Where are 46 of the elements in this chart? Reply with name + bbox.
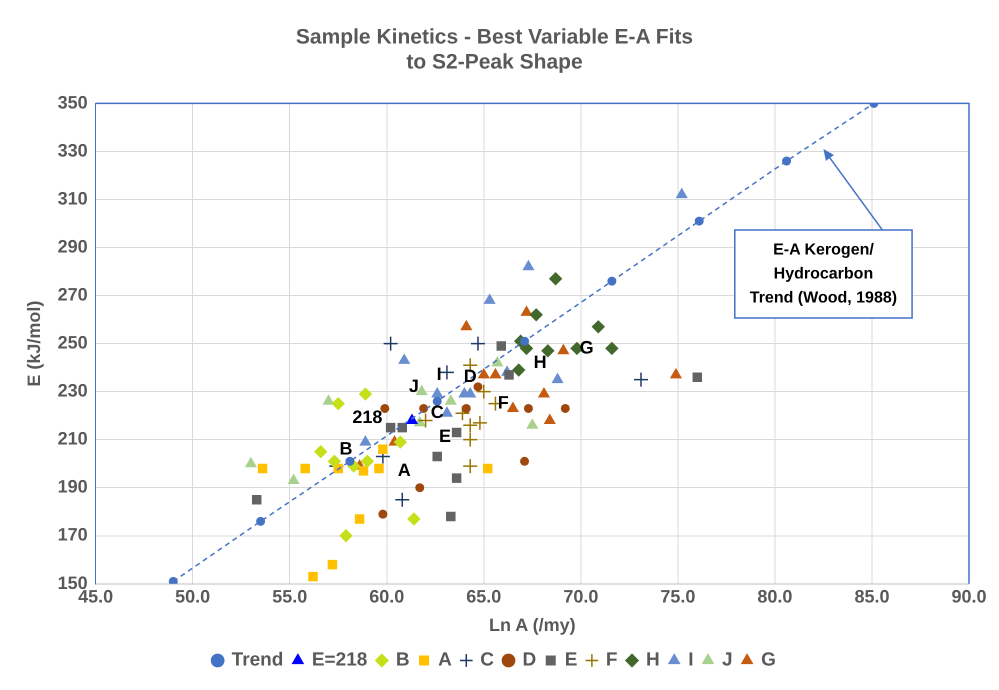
chart-title: Sample Kinetics - Best Variable E-A Fits to S2-Peak Shape bbox=[296, 25, 694, 74]
y-tick-label: 330 bbox=[58, 140, 88, 160]
y-tick-label: 210 bbox=[58, 428, 88, 449]
y-tick-label: 170 bbox=[58, 524, 88, 545]
x-tick-label: 65.0 bbox=[466, 586, 502, 607]
x-tick-label: 75.0 bbox=[660, 586, 696, 607]
y-tick-label: 190 bbox=[58, 476, 88, 497]
annotation: J bbox=[408, 376, 419, 396]
annotation: B bbox=[340, 438, 352, 458]
legend-label: J bbox=[722, 650, 733, 671]
legend-label: B bbox=[396, 650, 410, 671]
legend-label: Trend bbox=[232, 650, 284, 671]
annotation: F bbox=[498, 392, 509, 413]
x-tick-label: 85.0 bbox=[854, 586, 890, 607]
legend-label: C bbox=[480, 650, 494, 671]
y-tick-label: 290 bbox=[58, 236, 88, 256]
annotation: E-A Kerogen/ Hydrocarbon Trend (Wood, 1988) bbox=[750, 241, 898, 306]
y-tick-label: 230 bbox=[58, 380, 88, 401]
annotation: E bbox=[438, 426, 451, 446]
legend-label: F bbox=[606, 650, 618, 671]
annotation: A bbox=[398, 460, 411, 480]
x-tick-label: 50.0 bbox=[175, 586, 210, 607]
x-axis-title: Ln A (/my) bbox=[488, 615, 576, 636]
y-axis-title: E (kJ/mol) bbox=[24, 300, 44, 387]
legend-label: D bbox=[522, 650, 536, 671]
x-tick-label: 60.0 bbox=[369, 586, 404, 607]
x-tick-label: 80.0 bbox=[757, 586, 792, 607]
legend-label: I bbox=[688, 650, 694, 671]
x-tick-label: 70.0 bbox=[563, 586, 598, 607]
legend-label: H bbox=[646, 650, 660, 671]
y-tick-label: 350 bbox=[58, 92, 88, 112]
annotation: I bbox=[436, 364, 442, 384]
legend-label: G bbox=[761, 650, 776, 671]
legend-label: A bbox=[438, 650, 452, 671]
annotation: G bbox=[580, 337, 594, 358]
annotation: D bbox=[464, 366, 477, 386]
annotation: 218 bbox=[352, 407, 382, 428]
y-tick-label: 250 bbox=[58, 332, 88, 353]
annotation: C bbox=[430, 402, 444, 422]
y-tick-label: 310 bbox=[58, 188, 88, 208]
annotation: H bbox=[534, 352, 547, 372]
legend-label: E bbox=[564, 650, 578, 671]
legend-label: E=218 bbox=[312, 650, 368, 671]
x-tick-label: 55.0 bbox=[272, 586, 308, 607]
y-tick-label: 270 bbox=[58, 284, 88, 305]
x-tick-label: 90.0 bbox=[951, 586, 987, 607]
